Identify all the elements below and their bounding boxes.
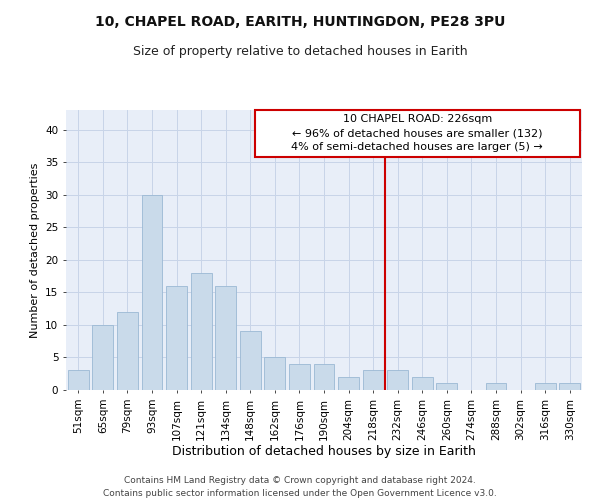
Bar xyxy=(240,332,261,390)
X-axis label: Distribution of detached houses by size in Earith: Distribution of detached houses by size … xyxy=(172,446,476,458)
Bar xyxy=(436,384,457,390)
Bar xyxy=(191,273,212,390)
Bar xyxy=(535,384,556,390)
Text: 10, CHAPEL ROAD, EARITH, HUNTINGDON, PE28 3PU: 10, CHAPEL ROAD, EARITH, HUNTINGDON, PE2… xyxy=(95,15,505,29)
Bar xyxy=(362,370,383,390)
Bar xyxy=(412,377,433,390)
Bar xyxy=(338,377,359,390)
FancyBboxPatch shape xyxy=(255,110,580,157)
Bar xyxy=(215,286,236,390)
Bar xyxy=(117,312,138,390)
Bar xyxy=(92,325,113,390)
Bar xyxy=(265,358,286,390)
Bar xyxy=(485,384,506,390)
Y-axis label: Number of detached properties: Number of detached properties xyxy=(29,162,40,338)
Bar xyxy=(142,194,163,390)
Bar xyxy=(314,364,334,390)
Bar xyxy=(289,364,310,390)
Text: Size of property relative to detached houses in Earith: Size of property relative to detached ho… xyxy=(133,45,467,58)
Bar xyxy=(166,286,187,390)
Text: Contains HM Land Registry data © Crown copyright and database right 2024.
Contai: Contains HM Land Registry data © Crown c… xyxy=(103,476,497,498)
Bar xyxy=(559,384,580,390)
Bar xyxy=(68,370,89,390)
Text: 10 CHAPEL ROAD: 226sqm
← 96% of detached houses are smaller (132)
4% of semi-det: 10 CHAPEL ROAD: 226sqm ← 96% of detached… xyxy=(292,114,543,152)
Bar xyxy=(387,370,408,390)
